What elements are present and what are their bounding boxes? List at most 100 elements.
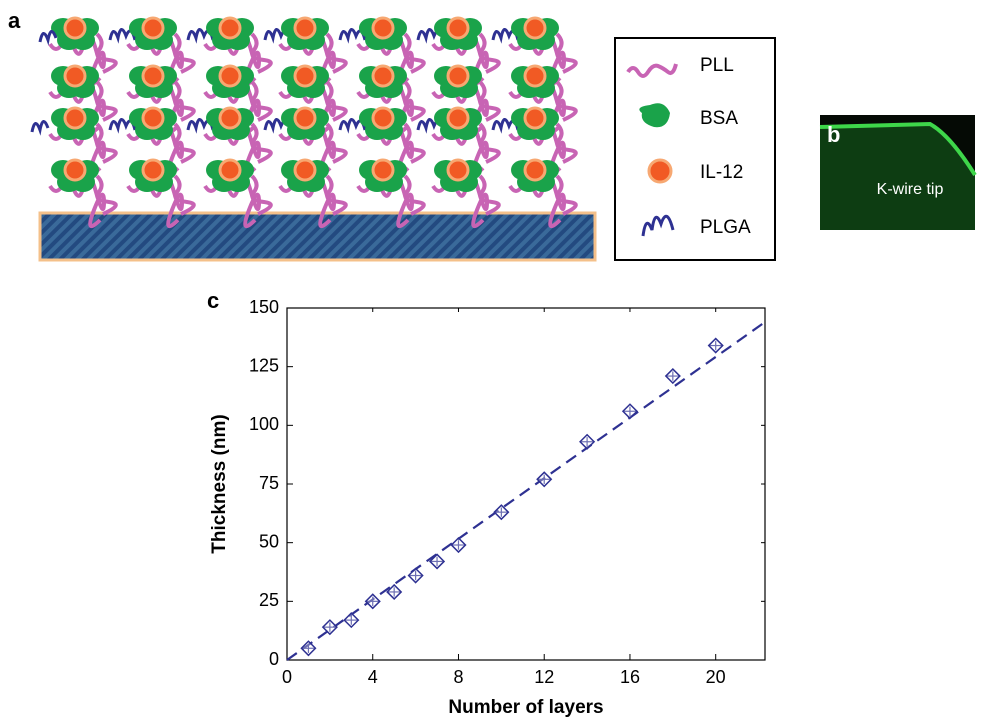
y-axis-label: Thickness (nm) [209,414,230,553]
data-point [579,433,596,450]
data-point [707,337,724,354]
pll-strand [250,122,273,164]
x-tick-label: 0 [282,667,292,687]
il12 [446,16,470,40]
pll-strand [478,174,501,216]
data-point [407,567,424,584]
il12 [371,16,395,40]
pll-strand [403,32,426,74]
x-tick-label: 20 [706,667,726,687]
substrate [38,211,597,262]
data-point [493,504,510,521]
il12 [63,16,87,40]
il12 [218,106,242,130]
x-tick-label: 16 [620,667,640,687]
pll-strand [555,32,578,74]
il12-icon [647,158,673,184]
data-point [621,403,639,420]
pll-strand [95,80,118,122]
il12 [141,16,165,40]
pll-strand [173,32,196,74]
pll-strand [173,80,196,122]
y-tick-label: 50 [259,531,279,551]
il12 [141,158,165,182]
il12 [293,64,317,88]
plga-strand [30,120,50,136]
pll-strand [325,122,348,164]
legend-label: BSA [700,108,738,129]
data-point [536,471,553,488]
x-axis-label: Number of layers [448,697,603,718]
data-point [386,583,403,601]
data-point [428,553,446,570]
x-tick-label: 8 [453,667,463,687]
image-label: K-wire tip [877,181,944,198]
fit-line [286,321,766,661]
pll-strand [173,174,196,216]
il12 [446,158,470,182]
il12 [523,158,547,182]
plga-icon [641,214,675,237]
il12 [371,106,395,130]
pll-strand [95,32,118,74]
il12 [293,16,317,40]
pll-strand [325,80,348,122]
data-point [300,640,317,657]
il12 [293,158,317,182]
panel-label: c [207,288,219,313]
pll-strand [403,80,426,122]
il12 [218,16,242,40]
il12 [63,158,87,182]
il12 [141,64,165,88]
wire-edge [819,121,977,177]
pll-icon [626,63,678,78]
y-tick-label: 0 [269,649,279,669]
pll-strand [95,174,118,216]
il12 [141,106,165,130]
y-tick-label: 75 [259,473,279,493]
pll-strand [555,122,578,164]
il12 [371,64,395,88]
y-tick-label: 125 [249,355,279,375]
plot-frame [286,307,766,661]
data-point [664,367,681,385]
il12 [446,64,470,88]
pll-strand [478,122,501,164]
data-point [321,619,338,636]
il12 [63,64,87,88]
bsa-icon [639,103,670,128]
y-tick-label: 100 [249,414,279,434]
plga-strand [38,30,58,46]
pll-strand [478,80,501,122]
pll-strand [250,174,273,216]
x-tick-label: 12 [534,667,554,687]
y-tick-label: 25 [259,590,279,610]
il12 [523,16,547,40]
panel-label: b [827,122,840,147]
il12 [446,106,470,130]
il12 [63,106,87,130]
legend-label: IL-12 [700,162,743,183]
il12 [218,64,242,88]
data-point [364,593,381,610]
pll-strand [555,80,578,122]
legend-label: PLGA [700,217,751,238]
pll-strand [478,32,501,74]
data-point [343,612,360,629]
il12 [523,106,547,130]
y-tick-label: 150 [249,297,279,317]
pll-strand [555,174,578,216]
il12 [293,106,317,130]
il12 [218,158,242,182]
pll-strand [173,122,196,164]
il12 [371,158,395,182]
pll-strand [325,174,348,216]
pll-strand [250,80,273,122]
layer-diagram [30,16,597,262]
data-point [450,536,467,554]
wire-tip [820,124,975,230]
x-tick-label: 4 [368,667,378,687]
legend-label: PLL [700,55,734,76]
pll-strand [403,122,426,164]
